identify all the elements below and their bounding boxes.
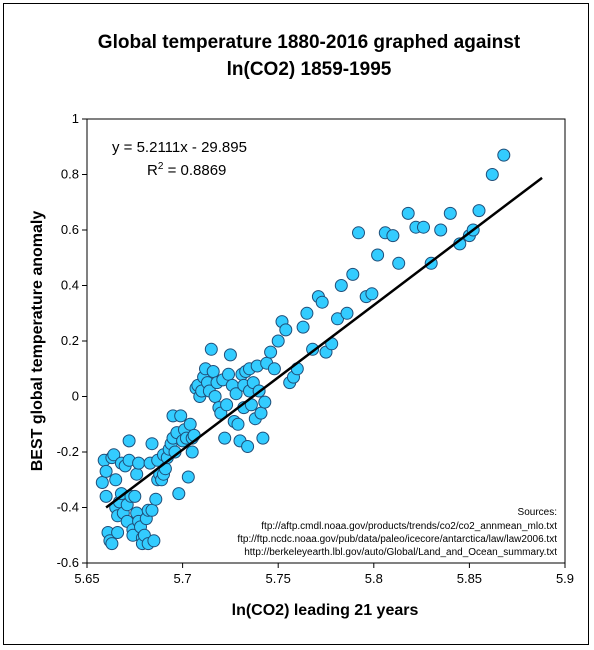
data-point — [107, 448, 121, 462]
data-point — [254, 406, 268, 420]
y-tick-label: 0.6 — [61, 222, 79, 237]
data-point — [206, 365, 220, 378]
data-point — [183, 417, 197, 431]
data-point — [111, 526, 125, 539]
data-point — [208, 390, 222, 403]
x-axis-title: ln(CO2) leading 21 years — [232, 602, 419, 619]
data-point — [315, 295, 329, 309]
data-point — [99, 464, 113, 478]
data-point — [109, 473, 123, 487]
data-point — [296, 320, 310, 334]
chart-title-line-1: Global temperature 1880-2016 graphed aga… — [98, 32, 521, 53]
source-line: ftp://ftp.ncdc.noaa.gov/pub/data/paleo/i… — [237, 534, 557, 545]
data-point — [434, 223, 448, 237]
data-point — [229, 387, 243, 401]
data-point — [279, 323, 293, 337]
data-point — [386, 229, 400, 243]
data-point — [300, 306, 314, 320]
y-tick-label: 0.2 — [61, 333, 79, 348]
data-point — [365, 287, 379, 301]
data-point — [264, 345, 278, 359]
chart-title-line-2: ln(CO2) 1859-1995 — [227, 59, 392, 80]
y-tick-label: 0.4 — [61, 278, 79, 293]
data-point — [220, 398, 234, 412]
y-tick-label: 0.8 — [61, 167, 79, 182]
data-point — [258, 395, 272, 409]
x-tick-label: 5.9 — [556, 571, 574, 586]
data-point — [174, 409, 188, 423]
data-point — [147, 534, 161, 548]
y-axis: -0.6 -0.4 -0.2 0 0.2 0.4 0.6 0.8 1 — [57, 111, 87, 570]
data-point — [346, 267, 360, 281]
x-axis: 5.65 5.7 5.75 5.8 5.85 5.9 — [74, 563, 574, 586]
data-point — [352, 226, 365, 240]
data-point — [128, 489, 142, 503]
chart-frame — [3, 3, 589, 645]
trendline-equation: y = 5.2111x - 29.895 — [112, 139, 247, 156]
x-tick-label: 5.85 — [457, 571, 482, 586]
data-point — [218, 431, 232, 445]
data-point — [149, 492, 163, 506]
sources-note: Sources: ftp://aftp.cmdl.noaa.gov/produc… — [237, 507, 557, 558]
y-tick-label: -0.4 — [57, 500, 79, 515]
data-point — [331, 312, 344, 326]
data-point — [122, 434, 136, 448]
data-point — [130, 467, 144, 481]
y-tick-label: -0.6 — [57, 555, 79, 570]
data-point — [181, 470, 195, 484]
data-point — [99, 489, 113, 503]
y-tick-label: 1 — [72, 111, 79, 126]
data-point — [172, 487, 186, 501]
x-tick-label: 5.65 — [74, 571, 99, 586]
data-point — [145, 503, 159, 517]
data-point — [105, 537, 119, 551]
trendline — [105, 176, 543, 509]
data-point — [204, 342, 218, 356]
data-point — [223, 348, 237, 362]
data-point — [222, 367, 235, 381]
data-point — [231, 417, 245, 431]
data-point — [145, 437, 159, 451]
data-point — [95, 476, 109, 489]
source-line: ftp://aftp.cmdl.noaa.gov/products/trends… — [261, 521, 557, 532]
y-tick-label: 0 — [72, 389, 79, 404]
x-tick-label: 5.8 — [365, 571, 383, 586]
data-point — [472, 204, 486, 218]
data-point — [371, 248, 385, 262]
data-point — [485, 168, 499, 181]
data-point — [340, 306, 354, 320]
source-line: http://berkeleyearth.lbl.gov/auto/Global… — [244, 547, 557, 558]
data-point — [267, 362, 281, 376]
data-point — [132, 456, 146, 470]
data-point — [417, 220, 430, 234]
data-point — [443, 206, 457, 220]
data-point — [497, 148, 511, 162]
x-tick-label: 5.7 — [174, 571, 192, 586]
data-point — [241, 440, 255, 453]
data-point — [392, 256, 406, 270]
data-point — [401, 206, 415, 220]
sources-heading: Sources: — [518, 507, 557, 518]
data-point — [185, 445, 199, 459]
x-tick-label: 5.75 — [266, 571, 291, 586]
r-squared-label: R2 = 0.8869 — [147, 161, 226, 179]
data-point — [256, 431, 270, 445]
data-points — [95, 148, 511, 551]
data-point — [271, 334, 285, 348]
y-tick-label: -0.2 — [57, 444, 79, 459]
y-axis-title: BEST global temperature anomaly — [29, 211, 46, 472]
data-point — [334, 279, 348, 292]
